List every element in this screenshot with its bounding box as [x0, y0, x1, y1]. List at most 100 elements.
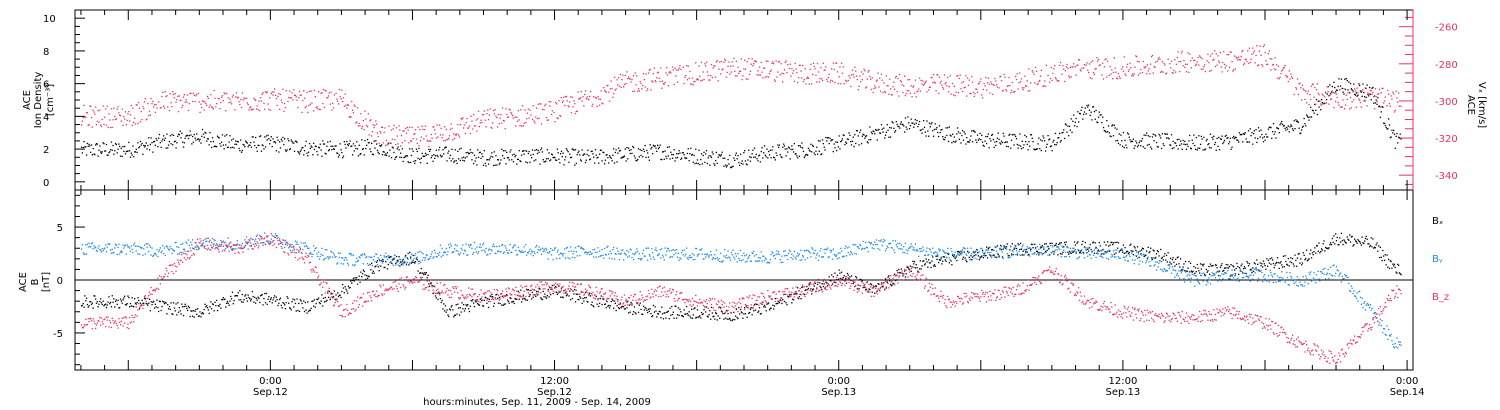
top-series-1-point [621, 79, 623, 81]
bottom-series-0-point [616, 305, 618, 307]
top-series-0-point [1263, 136, 1265, 138]
top-series-0-point [659, 144, 661, 146]
bottom-series-0-point [223, 298, 225, 301]
bottom-series-0-point [1346, 236, 1348, 238]
bottom-series-0-point [948, 262, 950, 264]
top-series-1-point [727, 65, 729, 68]
top-series-1-point [1102, 62, 1104, 64]
top-series-0-point [850, 144, 853, 146]
top-series-0-point [1343, 93, 1345, 95]
top-series-1-point [1156, 60, 1159, 62]
top-series-1-point [778, 61, 780, 63]
top-series-1-point [943, 74, 946, 76]
top-series-1-point [854, 66, 856, 68]
bottom-series-0-point [595, 295, 597, 297]
top-series-0-point [829, 137, 831, 139]
top-series-0-point [399, 156, 401, 158]
top-series-0-point [536, 149, 538, 151]
top-series-0-point [669, 158, 671, 160]
top-series-1-point [260, 97, 262, 99]
top-series-1-point [877, 72, 879, 74]
top-series-1-point [724, 59, 727, 62]
bottom-series-0-point [562, 296, 564, 299]
top-series-0-point [86, 142, 88, 145]
top-series-1-point [947, 91, 950, 93]
top-series-0-point [535, 159, 537, 161]
top-series-1-point [1368, 93, 1370, 95]
bottom-series-0-point [424, 272, 426, 274]
top-series-0-point [228, 141, 230, 143]
bottom-series-0-point [911, 266, 913, 268]
top-series-0-point [1171, 147, 1173, 150]
bottom-series-0-point [1191, 271, 1193, 273]
bottom-series-0-point [485, 297, 487, 299]
top-series-1-point [1175, 63, 1178, 65]
bottom-series-0-point [232, 303, 234, 305]
bottom-series-0-point [1058, 243, 1060, 246]
top-series-1-point [798, 64, 800, 67]
top-series-0-point [220, 145, 222, 147]
top-series-1-point [720, 73, 722, 75]
bottom-series-0-point [276, 299, 278, 301]
top-series-1-point [298, 97, 300, 99]
top-series-0-point [240, 139, 242, 141]
top-series-1-point [538, 117, 540, 119]
top-series-1-point [125, 124, 127, 126]
top-series-0-point [423, 155, 425, 158]
top-series-0-point [613, 148, 615, 150]
top-series-1-point [323, 106, 326, 108]
top-series-0-point [1016, 143, 1018, 146]
bottom-series-0-point [145, 302, 147, 305]
top-series-1-point [1340, 106, 1343, 108]
bottom-series-0-point [678, 314, 680, 317]
top-series-0-point [870, 131, 873, 133]
bottom-series-0-point [468, 308, 470, 310]
top-series-0-point [1150, 146, 1152, 148]
bottom-series-0-point [1127, 252, 1130, 255]
top-series-0-point [1038, 137, 1040, 139]
top-series-0-point [903, 125, 905, 127]
bottom-series-0-point [1185, 270, 1188, 273]
top-series-0-point [1100, 114, 1102, 116]
bottom-series-0-point [471, 300, 473, 302]
bottom-series-0-point [267, 298, 269, 300]
top-series-1-point [1244, 58, 1246, 61]
top-series-0-point [435, 149, 437, 151]
top-series-0-point [1335, 91, 1337, 93]
top-series-1-point [902, 91, 904, 94]
bottom-series-0-point [450, 306, 452, 308]
top-series-0-point [1165, 133, 1167, 135]
top-series-0-point [183, 142, 185, 144]
bottom-series-0-point [542, 290, 544, 293]
top-series-1-point [548, 101, 550, 103]
top-series-0-point [642, 156, 644, 158]
bottom-series-0-point [385, 261, 387, 263]
top-series-0-point [976, 141, 978, 144]
top-series-0-point [1112, 135, 1115, 137]
bottom-series-0-point [552, 292, 554, 295]
top-series-0-point [981, 141, 984, 143]
top-series-0-point [1054, 143, 1056, 146]
bottom-series-0-point [550, 294, 552, 296]
top-series-0-point [785, 155, 787, 157]
top-series-1-point [672, 69, 674, 71]
top-series-1-point [1042, 85, 1044, 88]
top-series-0-point [642, 148, 645, 150]
top-series-0-point [844, 143, 846, 146]
top-series-1-point [453, 133, 455, 135]
bottom-series-0-point [897, 272, 899, 274]
top-series-0-point [769, 149, 771, 151]
bottom-series-0-point [965, 259, 967, 261]
bottom-series-0-point [436, 292, 438, 294]
top-series-0-point [537, 149, 539, 152]
top-series-1-point [408, 142, 410, 144]
top-series-0-point [211, 137, 214, 139]
top-series-0-point [889, 126, 891, 129]
bottom-series-0-point [251, 291, 253, 293]
top-series-1-point [1290, 73, 1292, 75]
top-series-1-point [818, 81, 820, 83]
top-series-0-point [516, 158, 519, 160]
top-series-0-point [150, 137, 152, 139]
bottom-series-0-point [618, 307, 621, 310]
bottom-series-0-point [451, 304, 453, 307]
